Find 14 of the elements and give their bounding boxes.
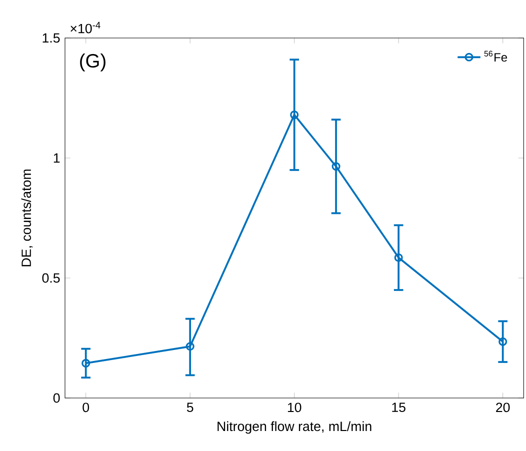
x-tick-label: 20 [496, 402, 510, 412]
text: ×10$^{-4}$ [70, 22, 100, 34]
x-tick-label: 5 [186, 402, 194, 412]
x-axis-title: Nitrogen flow rate, mL/min [218, 421, 372, 434]
x-tick-label: 0 [82, 402, 90, 412]
y-tick-label: 0 [53, 393, 60, 403]
y-tick-label: 1 [54, 153, 60, 163]
y-tick-label: 0.5 [42, 273, 60, 283]
y-tick-label: 1.5 [42, 33, 60, 43]
legend-label: $^{56}$Fe [484, 50, 508, 62]
annotation: (G) [80, 54, 106, 72]
x-tick-label: 10 [288, 402, 302, 412]
y-axis-title: DE, counts/atom [21, 170, 33, 266]
x-tick-label: 15 [392, 402, 406, 412]
